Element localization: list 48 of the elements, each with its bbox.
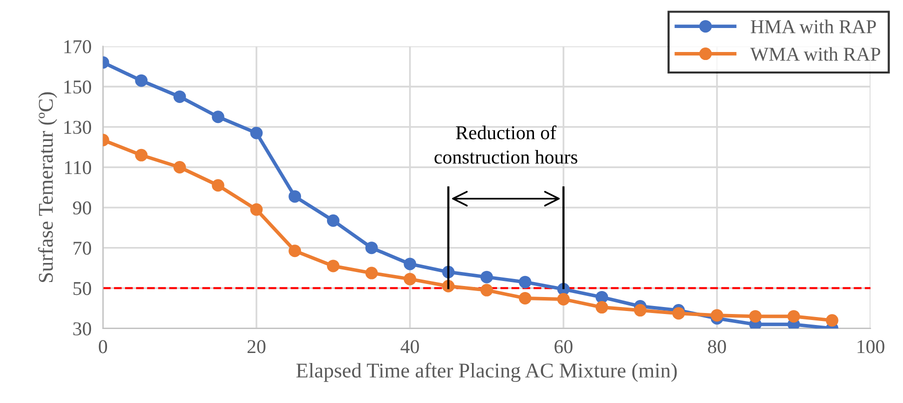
- y-axis-title: Surfase Temeratur (ºC): [38, 92, 58, 282]
- legend-label: HMA with RAP: [750, 20, 876, 34]
- point: [557, 292, 570, 306]
- point: [326, 260, 340, 272]
- y-tick-label: 50: [74, 282, 92, 296]
- point: [596, 290, 608, 304]
- y-tick-label: 170: [64, 40, 92, 54]
- y-tick-label: 30: [73, 322, 92, 336]
- y-tick-label: 70: [74, 242, 92, 255]
- point: [135, 148, 148, 162]
- legend-label: WMA with RAP: [750, 47, 880, 61]
- y-tick-label: 90: [73, 201, 92, 214]
- x-tick-label: 60: [554, 340, 572, 354]
- x-tick-label: 80: [708, 340, 726, 354]
- point: [365, 242, 378, 254]
- point: [250, 203, 263, 216]
- x-tick-label: 0: [98, 340, 108, 354]
- point: [250, 126, 263, 140]
- x-tick-label: 40: [400, 340, 419, 354]
- point: [749, 310, 762, 323]
- point: [212, 179, 224, 192]
- point: [288, 190, 302, 203]
- point: [480, 270, 493, 284]
- point: [135, 74, 148, 87]
- point: [518, 292, 532, 304]
- point: [710, 309, 724, 322]
- point: [365, 266, 378, 280]
- point: [518, 276, 532, 288]
- point: [212, 110, 224, 124]
- x-axis-title: Elapsed Time after Placing AC Mixture (min): [296, 362, 677, 382]
- point: [596, 301, 608, 314]
- point: [326, 214, 340, 227]
- point: [672, 307, 685, 320]
- annotation: Reduction of construction hours: [434, 125, 578, 164]
- y-tick-label: 110: [65, 161, 92, 174]
- y-tick-label: 130: [64, 120, 92, 134]
- x-tick-label: 100: [858, 340, 884, 354]
- point: [634, 304, 646, 317]
- point: [826, 314, 838, 327]
- point: [173, 160, 186, 174]
- point: [173, 90, 186, 103]
- point: [288, 244, 302, 258]
- point: [480, 284, 493, 296]
- point: [404, 272, 416, 286]
- point: [404, 258, 416, 270]
- point: [787, 310, 800, 323]
- x-tick-label: 20: [248, 340, 266, 354]
- y-tick-label: 150: [64, 80, 92, 94]
